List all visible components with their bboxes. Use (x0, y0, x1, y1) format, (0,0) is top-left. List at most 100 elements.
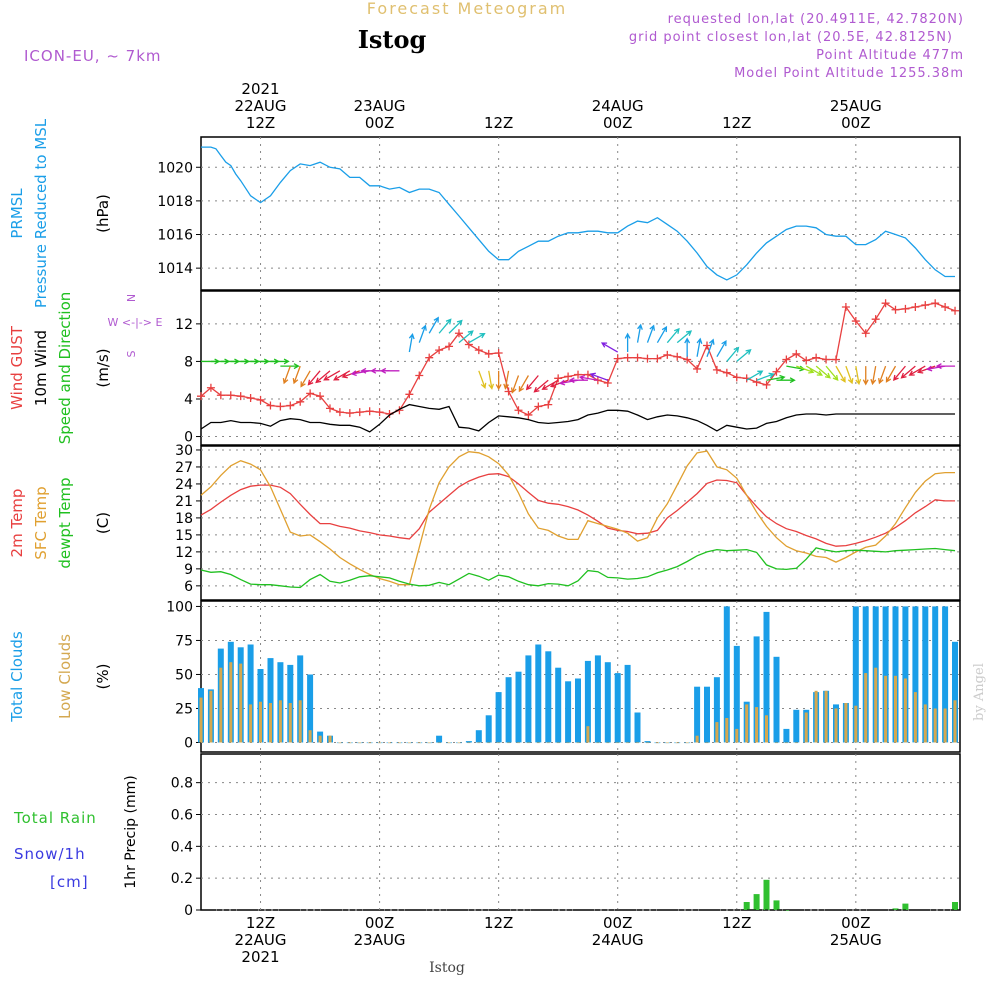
cloud-bar-total (545, 651, 552, 743)
y-tick-label: 50 (175, 667, 193, 683)
gust-marker (623, 353, 632, 362)
top-time-label: 00Z (603, 114, 632, 132)
y-tick-label: 12 (175, 545, 193, 561)
series-line-10m-wind (200, 403, 955, 433)
y-tick-label: 8 (184, 354, 193, 370)
wind-arrow (646, 324, 656, 343)
cloud-bar-low (457, 742, 461, 744)
wind-arrow (558, 379, 579, 386)
gust-marker (782, 355, 791, 364)
cloud-bar-low (646, 742, 649, 744)
wind-arrow (825, 365, 839, 381)
gust-marker (712, 365, 721, 374)
unit-label: (%) (94, 664, 112, 690)
bottom-time-label: 00Z (365, 914, 394, 932)
cloud-bar-total (307, 674, 314, 743)
cloud-bar-low (903, 678, 907, 743)
cloud-bar-total (525, 655, 532, 743)
y-tick-label: 30 (175, 443, 193, 459)
cloud-bar-total (922, 606, 929, 743)
cloud-bar-low (794, 742, 798, 744)
wind-arrow (756, 372, 775, 381)
wind-arrow (578, 374, 598, 381)
wind-arrow (280, 363, 300, 370)
gust-marker (454, 329, 463, 338)
gust-marker (286, 401, 295, 410)
y-tick-label: 0 (184, 430, 193, 446)
top-time-label: 2021 (241, 80, 279, 98)
gust-marker (564, 372, 573, 381)
panel-frame-clouds (200, 600, 961, 753)
wind-arrow (333, 370, 351, 381)
gust-marker (306, 389, 315, 398)
top-time-label: 12Z (722, 114, 751, 132)
y-tick-label: 21 (175, 494, 193, 510)
cloud-bar-low (288, 703, 292, 743)
cloud-bar-total (614, 673, 621, 743)
wind-arrow (908, 365, 926, 376)
cloud-bar-total (475, 730, 482, 743)
y-tick-label: 75 (175, 633, 193, 649)
y-tick-label: 4 (184, 392, 193, 408)
gust-marker (316, 392, 325, 401)
wind-arrow (696, 337, 703, 357)
bottom-time-label: 23AUG (354, 931, 406, 949)
gust-marker (703, 341, 711, 350)
gust-marker (574, 370, 583, 379)
cloud-bar-low (546, 742, 550, 744)
y-tick-label: 1016 (157, 228, 193, 244)
gust-marker (772, 367, 781, 376)
gust-marker (792, 349, 801, 358)
top-time-label: 23AUG (354, 97, 406, 115)
wind-arrow (926, 365, 946, 372)
gust-marker (613, 354, 622, 363)
gust-marker (375, 408, 384, 417)
wind-arrow (862, 366, 869, 386)
unit-label: (hPa) (94, 194, 112, 233)
wind-arrow (624, 332, 631, 353)
wind-arrow (878, 365, 887, 385)
y-tick-label: 0 (184, 903, 193, 919)
wind-arrow (282, 365, 291, 385)
wind-arrow (323, 370, 341, 381)
rain-bar (952, 902, 958, 910)
gust-marker (603, 379, 612, 388)
wind-arrow (503, 370, 510, 390)
cloud-bar-total (773, 656, 780, 743)
cloud-bar-total (704, 686, 710, 743)
gust-marker (276, 402, 285, 411)
cloud-bar-low (259, 701, 262, 743)
y-tick-label: 6 (184, 579, 193, 595)
model-label: ICON-EU, ~ 7km (24, 47, 162, 65)
cloud-bar-low (596, 742, 600, 744)
y-tick-label: 24 (175, 477, 193, 493)
rain-bar (892, 908, 899, 910)
panel-frame-pressure (200, 136, 961, 291)
wind-arrow (448, 319, 463, 334)
wind-arrow (468, 332, 486, 344)
cloud-bar-low (378, 742, 382, 744)
top-time-label: 00Z (841, 114, 870, 132)
cloud-bar-low (854, 705, 858, 743)
panel-frame-wind (200, 290, 961, 446)
cloud-bar-total (912, 606, 919, 743)
point-altitude: Point Altitude 477m (816, 48, 964, 63)
chart-title: Forecast Meteogram (367, 0, 567, 18)
wind-arrow (438, 318, 452, 334)
cloud-bar-total (892, 606, 899, 743)
cloud-bar-low (913, 692, 917, 743)
gust-marker (693, 364, 702, 373)
side-label: Low Clouds (56, 634, 74, 719)
cloud-bar-total (267, 658, 274, 743)
gust-marker (246, 394, 255, 403)
top-time-label: 12Z (246, 114, 275, 132)
cloud-bar-low (368, 742, 372, 744)
series-line-2m-temp (200, 473, 955, 547)
cloud-bar-low (874, 667, 878, 743)
gust-marker (643, 354, 652, 363)
cloud-bar-total (594, 655, 601, 743)
cloud-bar-low (953, 700, 957, 743)
y-tick-label: 1020 (157, 160, 193, 176)
wind-arrow (458, 330, 474, 344)
cloud-bar-low (844, 703, 848, 743)
